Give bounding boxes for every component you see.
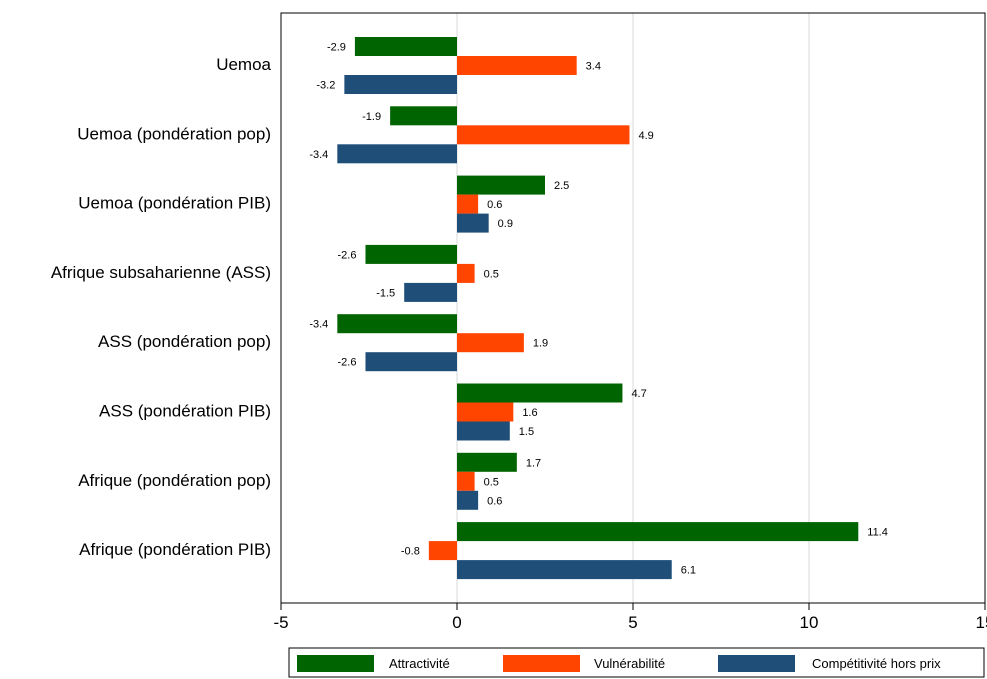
data-label-attractivite-afrique-subsaharienne-ass: -2.6 [338,249,357,261]
bar-vulnerabilite-ass-ponderation-pib [457,402,514,422]
data-label-attractivite-ass-ponderation-pop: -3.4 [309,319,328,331]
data-label-attractivite-ass-ponderation-pib: 4.7 [631,388,646,400]
bar-vulnerabilite-uemoa-ponderation-pop [457,125,630,145]
bar-attractivite-afrique-subsaharienne-ass [365,244,457,264]
data-label-attractivite-uemoa: -2.9 [327,42,346,54]
legend-swatch-competitivite-hors-prix [718,655,795,672]
bar-vulnerabilite-afrique-subsaharienne-ass [457,263,475,283]
bar-attractivite-afrique-ponderation-pib [457,522,859,542]
category-label-ass-ponderation-pop: ASS (pondération pop) [98,332,271,351]
bar-vulnerabilite-ass-ponderation-pop [457,333,524,353]
data-label-competitivite-hors-prix-uemoa-ponderation-pib: 0.9 [498,218,513,230]
data-label-vulnerabilite-ass-ponderation-pop: 1.9 [533,338,548,350]
bar-attractivite-ass-ponderation-pop [337,314,457,334]
data-label-attractivite-afrique-ponderation-pib: 11.4 [867,527,888,539]
data-labels: -2.9 3.4 -3.2 -1.9 4.9 -3.4 2.5 0.6 0.9 -2.6 0.5 -1… [309,42,888,577]
x-tick-label-5: 5 [628,613,637,632]
legend-label-competitivite-hors-prix: Compétitivité hors prix [812,656,941,671]
data-label-competitivite-hors-prix-uemoa-ponderation-pop: -3.4 [309,149,328,161]
legend: Attractivité Vulnérabilité Compétitivité h… [288,647,985,678]
bars [337,37,859,580]
bar-vulnerabilite-afrique-ponderation-pib [428,541,457,561]
legend-swatch-attractivite [297,655,374,672]
data-label-vulnerabilite-uemoa-ponderation-pop: 4.9 [638,130,653,142]
bar-attractivite-uemoa-ponderation-pop [390,106,457,126]
bar-competitivite-hors-prix-afrique-subsaharienne-ass [404,282,457,302]
category-label-afrique-subsaharienne-ass: Afrique subsaharienne (ASS) [51,263,271,282]
bar-attractivite-afrique-ponderation-pop [457,452,517,472]
bar-attractivite-uemoa-ponderation-pib [457,175,545,195]
legend-label-attractivite: Attractivité [389,656,450,671]
data-label-competitivite-hors-prix-afrique-subsaharienne-ass: -1.5 [376,287,395,299]
data-label-vulnerabilite-uemoa: 3.4 [586,61,601,73]
data-label-competitivite-hors-prix-ass-ponderation-pop: -2.6 [338,357,357,369]
data-label-competitivite-hors-prix-uemoa: -3.2 [316,80,335,92]
category-label-uemoa-ponderation-pib: Uemoa (pondération PIB) [78,194,271,213]
category-label-afrique-ponderation-pop: Afrique (pondération pop) [78,471,271,490]
bar-competitivite-hors-prix-uemoa-ponderation-pib [457,213,489,233]
bar-competitivite-hors-prix-ass-ponderation-pop [365,352,457,372]
data-label-vulnerabilite-afrique-subsaharienne-ass: 0.5 [484,268,499,280]
bar-vulnerabilite-afrique-ponderation-pop [457,471,475,491]
category-label-uemoa: Uemoa [216,55,271,74]
data-label-competitivite-hors-prix-afrique-ponderation-pop: 0.6 [487,495,502,507]
category-label-uemoa-ponderation-pop: Uemoa (pondération pop) [77,124,271,143]
bar-attractivite-uemoa [354,37,457,56]
data-label-competitivite-hors-prix-afrique-ponderation-pib: 6.1 [681,565,696,577]
data-label-attractivite-uemoa-ponderation-pop: -1.9 [362,111,381,123]
x-tick-label-0: 0 [452,613,461,632]
data-label-vulnerabilite-uemoa-ponderation-pib: 0.6 [487,199,502,211]
data-label-vulnerabilite-afrique-ponderation-pop: 0.5 [484,476,499,488]
x-tick-label-15: 15 [976,613,987,632]
data-label-competitivite-hors-prix-ass-ponderation-pib: 1.5 [519,426,534,438]
x-tick-label-10: 10 [800,613,819,632]
legend-label-vulnerabilite: Vulnérabilité [594,656,665,671]
bar-attractivite-ass-ponderation-pib [457,383,623,403]
data-label-vulnerabilite-ass-ponderation-pib: 1.6 [522,407,537,419]
bar-competitivite-hors-prix-ass-ponderation-pib [457,421,510,441]
data-label-attractivite-uemoa-ponderation-pib: 2.5 [554,180,569,192]
category-label-afrique-ponderation-pib: Afrique (pondération PIB) [79,540,271,559]
x-tick-label--5: -5 [273,613,288,632]
gridlines [456,13,810,603]
bar-competitivite-hors-prix-uemoa [344,75,457,94]
x-axis: -5 0 5 10 15 [273,603,987,632]
category-label-ass-ponderation-pib: ASS (pondération PIB) [99,401,271,420]
bar-vulnerabilite-uemoa-ponderation-pib [457,194,479,214]
bar-competitivite-hors-prix-afrique-ponderation-pib [457,560,672,580]
legend-box [288,647,985,678]
legend-swatch-vulnerabilite [503,655,580,672]
category-labels: Uemoa Uemoa (pondération pop) Uemoa (pondé… [51,55,272,559]
data-label-vulnerabilite-afrique-ponderation-pib: -0.8 [401,546,420,558]
data-label-attractivite-afrique-ponderation-pop: 1.7 [526,457,541,469]
bar-competitivite-hors-prix-uemoa-ponderation-pop [337,144,457,164]
bar-vulnerabilite-uemoa [457,56,577,75]
bar-competitivite-hors-prix-afrique-ponderation-pop [457,490,479,510]
